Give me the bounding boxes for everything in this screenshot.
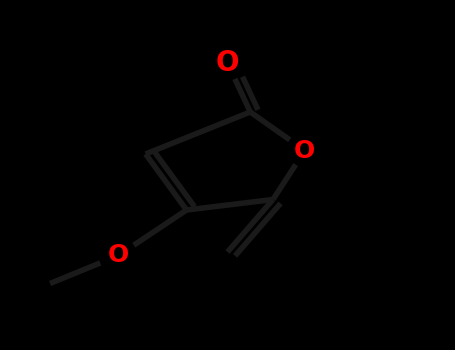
Text: O: O xyxy=(294,139,315,162)
Text: O: O xyxy=(216,49,239,77)
Text: O: O xyxy=(108,244,129,267)
